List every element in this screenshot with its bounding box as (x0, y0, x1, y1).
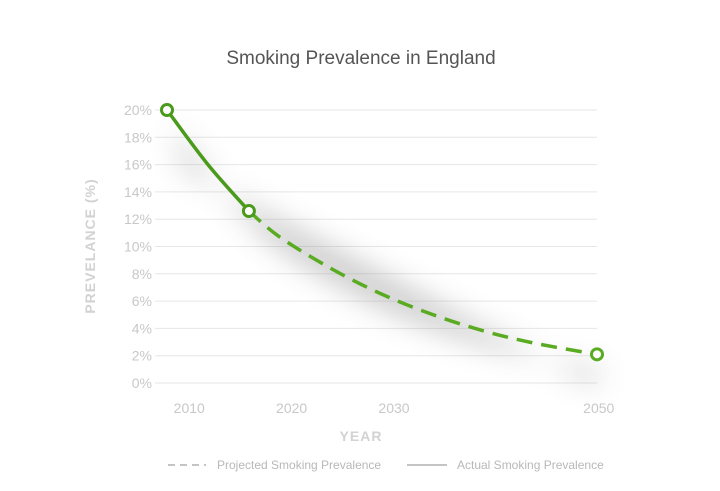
data-point-marker (590, 347, 604, 362)
y-tick-label: 4% (132, 320, 152, 336)
y-tick-label: 2% (132, 348, 152, 364)
x-tick-label: 2050 (583, 400, 614, 416)
legend-label-actual: Actual Smoking Prevalence (457, 458, 604, 472)
x-tick-label: 2020 (276, 400, 307, 416)
y-tick-label: 6% (132, 293, 152, 309)
x-axis-title: YEAR (340, 428, 383, 444)
y-tick-label: 16% (124, 157, 152, 173)
data-point-marker (160, 103, 174, 117)
legend-label-projected: Projected Smoking Prevalence (217, 458, 381, 472)
x-tick-label: 2010 (174, 400, 205, 416)
y-tick-label: 20% (124, 102, 152, 118)
chart-title: Smoking Prevalence in England (226, 48, 495, 69)
y-axis-title: PREVELANCE (%) (82, 178, 98, 313)
series-layer (165, 108, 598, 357)
y-tick-label: 18% (124, 129, 152, 145)
y-tick-label: 8% (132, 266, 152, 282)
x-tick-label: 2030 (378, 400, 409, 416)
y-tick-label: 14% (124, 184, 152, 200)
projected-series-line (247, 209, 598, 357)
x-axis-ticks: 2010 2020 2030 2050 (174, 400, 615, 416)
marker-layer (160, 103, 604, 362)
legend: Projected Smoking Prevalence Actual Smoki… (168, 458, 604, 472)
actual-series-line (165, 108, 251, 213)
y-tick-label: 0% (132, 375, 152, 391)
data-point-marker (241, 204, 256, 219)
y-tick-label: 10% (124, 239, 152, 255)
y-tick-label: 12% (124, 211, 152, 227)
y-axis-ticks: 0% 2% 4% 6% 8% 10% 12% 14% 16% 18% 20% (124, 102, 152, 391)
